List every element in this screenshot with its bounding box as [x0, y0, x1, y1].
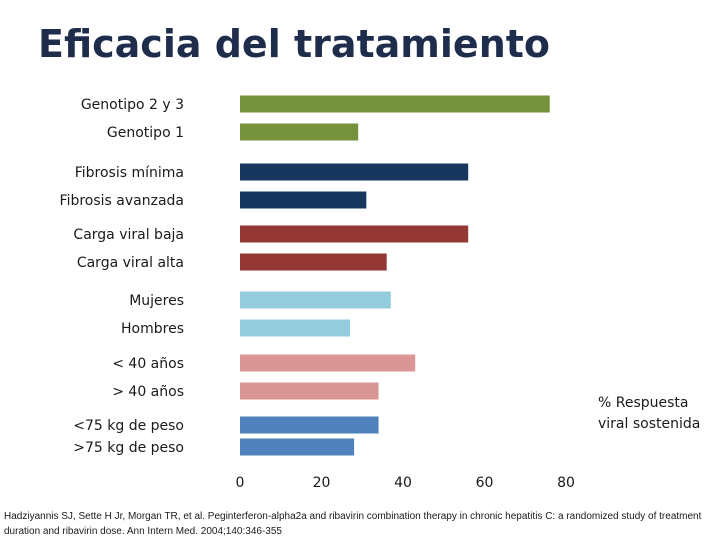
bar — [240, 163, 469, 181]
bars — [240, 95, 550, 456]
bar — [240, 319, 351, 337]
category-label: Carga viral baja — [73, 227, 184, 243]
x-tick-label: 60 — [476, 475, 494, 491]
x-tick-label: 80 — [557, 475, 575, 491]
axis-note: % Respuesta viral sostenida — [598, 395, 701, 432]
bar — [240, 354, 416, 372]
bar — [240, 438, 355, 456]
bar — [240, 191, 367, 209]
x-axis-ticks: 0 20 40 60 80 — [236, 475, 575, 491]
category-label: <75 kg de peso — [73, 418, 184, 434]
bar — [240, 291, 391, 309]
category-label: >75 kg de peso — [73, 440, 184, 456]
slide-title: Eficacia del tratamiento — [38, 22, 551, 66]
category-label: Hombres — [121, 321, 184, 337]
x-tick-label: 20 — [313, 475, 331, 491]
category-label: > 40 años — [112, 384, 184, 400]
bar — [240, 95, 550, 113]
bar — [240, 253, 387, 271]
category-label: Fibrosis mínima — [75, 165, 184, 181]
bar — [240, 416, 379, 434]
category-label: < 40 años — [112, 356, 184, 372]
category-label: Carga viral alta — [77, 255, 184, 271]
x-tick-label: 0 — [236, 475, 245, 491]
category-label: Fibrosis avanzada — [60, 193, 184, 209]
citation: Hadziyannis SJ, Sette H Jr, Morgan TR, e… — [4, 511, 702, 537]
bar — [240, 225, 469, 243]
bar — [240, 382, 379, 400]
bar — [240, 123, 359, 141]
category-label: Mujeres — [129, 293, 184, 309]
category-label: Genotipo 2 y 3 — [81, 97, 184, 113]
category-label: Genotipo 1 — [107, 125, 184, 141]
x-tick-label: 40 — [394, 475, 412, 491]
category-labels: Genotipo 2 y 3 Genotipo 1 Fibrosis mínima F… — [60, 97, 184, 456]
